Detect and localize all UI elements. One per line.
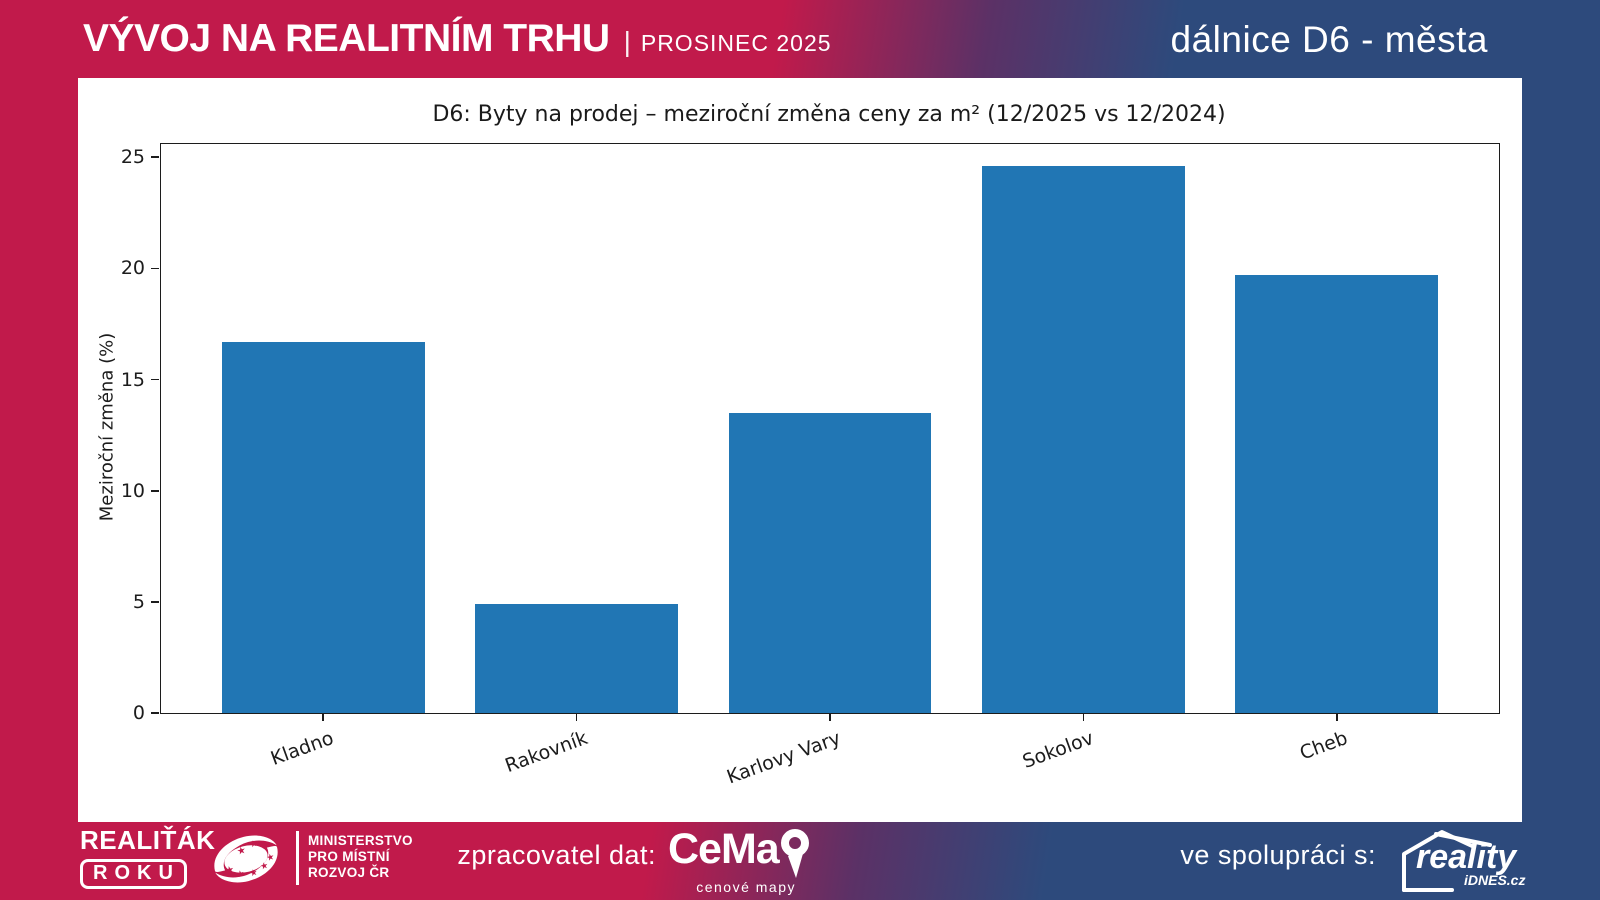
y-tick-label: 20 (120, 257, 145, 280)
svg-text:★: ★ (236, 845, 247, 858)
x-tick-mark (1335, 713, 1338, 721)
reality-wordmark: reality (1416, 838, 1517, 876)
cemap-tagline: cenové mapy (696, 879, 796, 895)
footer: REALIŤÁK ROKU ★ ★ ★ ★ ★ ★ ★ MINISTERSTVO… (0, 822, 1600, 900)
ministry-line: ROZVOJ ČR (308, 865, 390, 880)
y-tick-mark (151, 600, 160, 603)
ministry-emblem-icon: ★ ★ ★ ★ ★ ★ ★ (214, 835, 278, 883)
svg-text:★: ★ (248, 867, 258, 879)
ministry-divider (296, 831, 299, 885)
bar-cheb (1235, 275, 1439, 713)
x-tick-mark (1082, 713, 1085, 721)
y-tick-label: 25 (120, 146, 145, 169)
cemap-pin-icon (780, 829, 809, 878)
header: VÝVOJ NA REALITNÍM TRHU | PROSINEC 2025 (83, 0, 832, 78)
idnes-wordmark: iDNES.cz (1464, 872, 1526, 888)
x-tick-mark (829, 713, 831, 721)
house-icon (1402, 830, 1492, 892)
y-tick-mark (151, 712, 160, 714)
svg-text:★: ★ (259, 860, 269, 872)
x-tick-mark (575, 713, 578, 721)
svg-text:★: ★ (235, 868, 245, 880)
plot-area: 0 5 10 15 20 25 Kladno Rakovník Karlovy Vary Soko… (121, 143, 1500, 788)
y-tick-label: 10 (120, 479, 145, 502)
bar-rakovník (475, 604, 678, 713)
region-subtitle: dálnice D6 - města (1170, 19, 1488, 60)
bar-sokolov (982, 166, 1185, 713)
cemap-wordmark: CeMa (668, 825, 780, 873)
y-tick-mark (151, 267, 160, 270)
x-tick-mark (322, 713, 325, 721)
realitak-wordmark: REALIŤÁK (80, 825, 216, 855)
reality-idnes-logo: reality iDNES.cz (1386, 822, 1526, 900)
bar-karlovy-vary (728, 412, 932, 713)
y-tick-label: 0 (132, 702, 145, 724)
y-tick-mark (151, 156, 160, 159)
chart-title: D6: Byty na prodej – meziroční změna cen… (432, 102, 1226, 127)
y-tick-mark (151, 489, 160, 492)
y-axis-label: Meziroční změna (%) (96, 332, 118, 522)
svg-text:★: ★ (224, 864, 235, 877)
period-label: PROSINEC 2025 (640, 30, 832, 56)
y-tick-label: 15 (120, 368, 145, 391)
y-tick-label: 5 (132, 590, 145, 613)
title-separator: | (623, 26, 631, 57)
page-title: VÝVOJ NA REALITNÍM TRHU (83, 17, 610, 60)
y-tick-mark (151, 378, 160, 381)
ministry-line: MINISTERSTVO (308, 833, 413, 848)
partner-label: ve spolupráci s: (1180, 840, 1376, 870)
data-provider-label: zpracovatel dat: (457, 840, 656, 870)
roku-badge: ROKU (80, 859, 187, 889)
cemap-logo: CeMa cenové mapy (668, 826, 818, 895)
svg-text:★: ★ (248, 838, 258, 850)
ministry-line: PRO MÍSTNÍ (308, 849, 390, 864)
ministry-name: MINISTERSTVO PRO MÍSTNÍ ROZVOJ ČR (308, 833, 413, 881)
realitak-roku-logo: REALIŤÁK ROKU (80, 825, 215, 889)
svg-text:★: ★ (265, 851, 275, 863)
bar-kladno (221, 341, 425, 713)
